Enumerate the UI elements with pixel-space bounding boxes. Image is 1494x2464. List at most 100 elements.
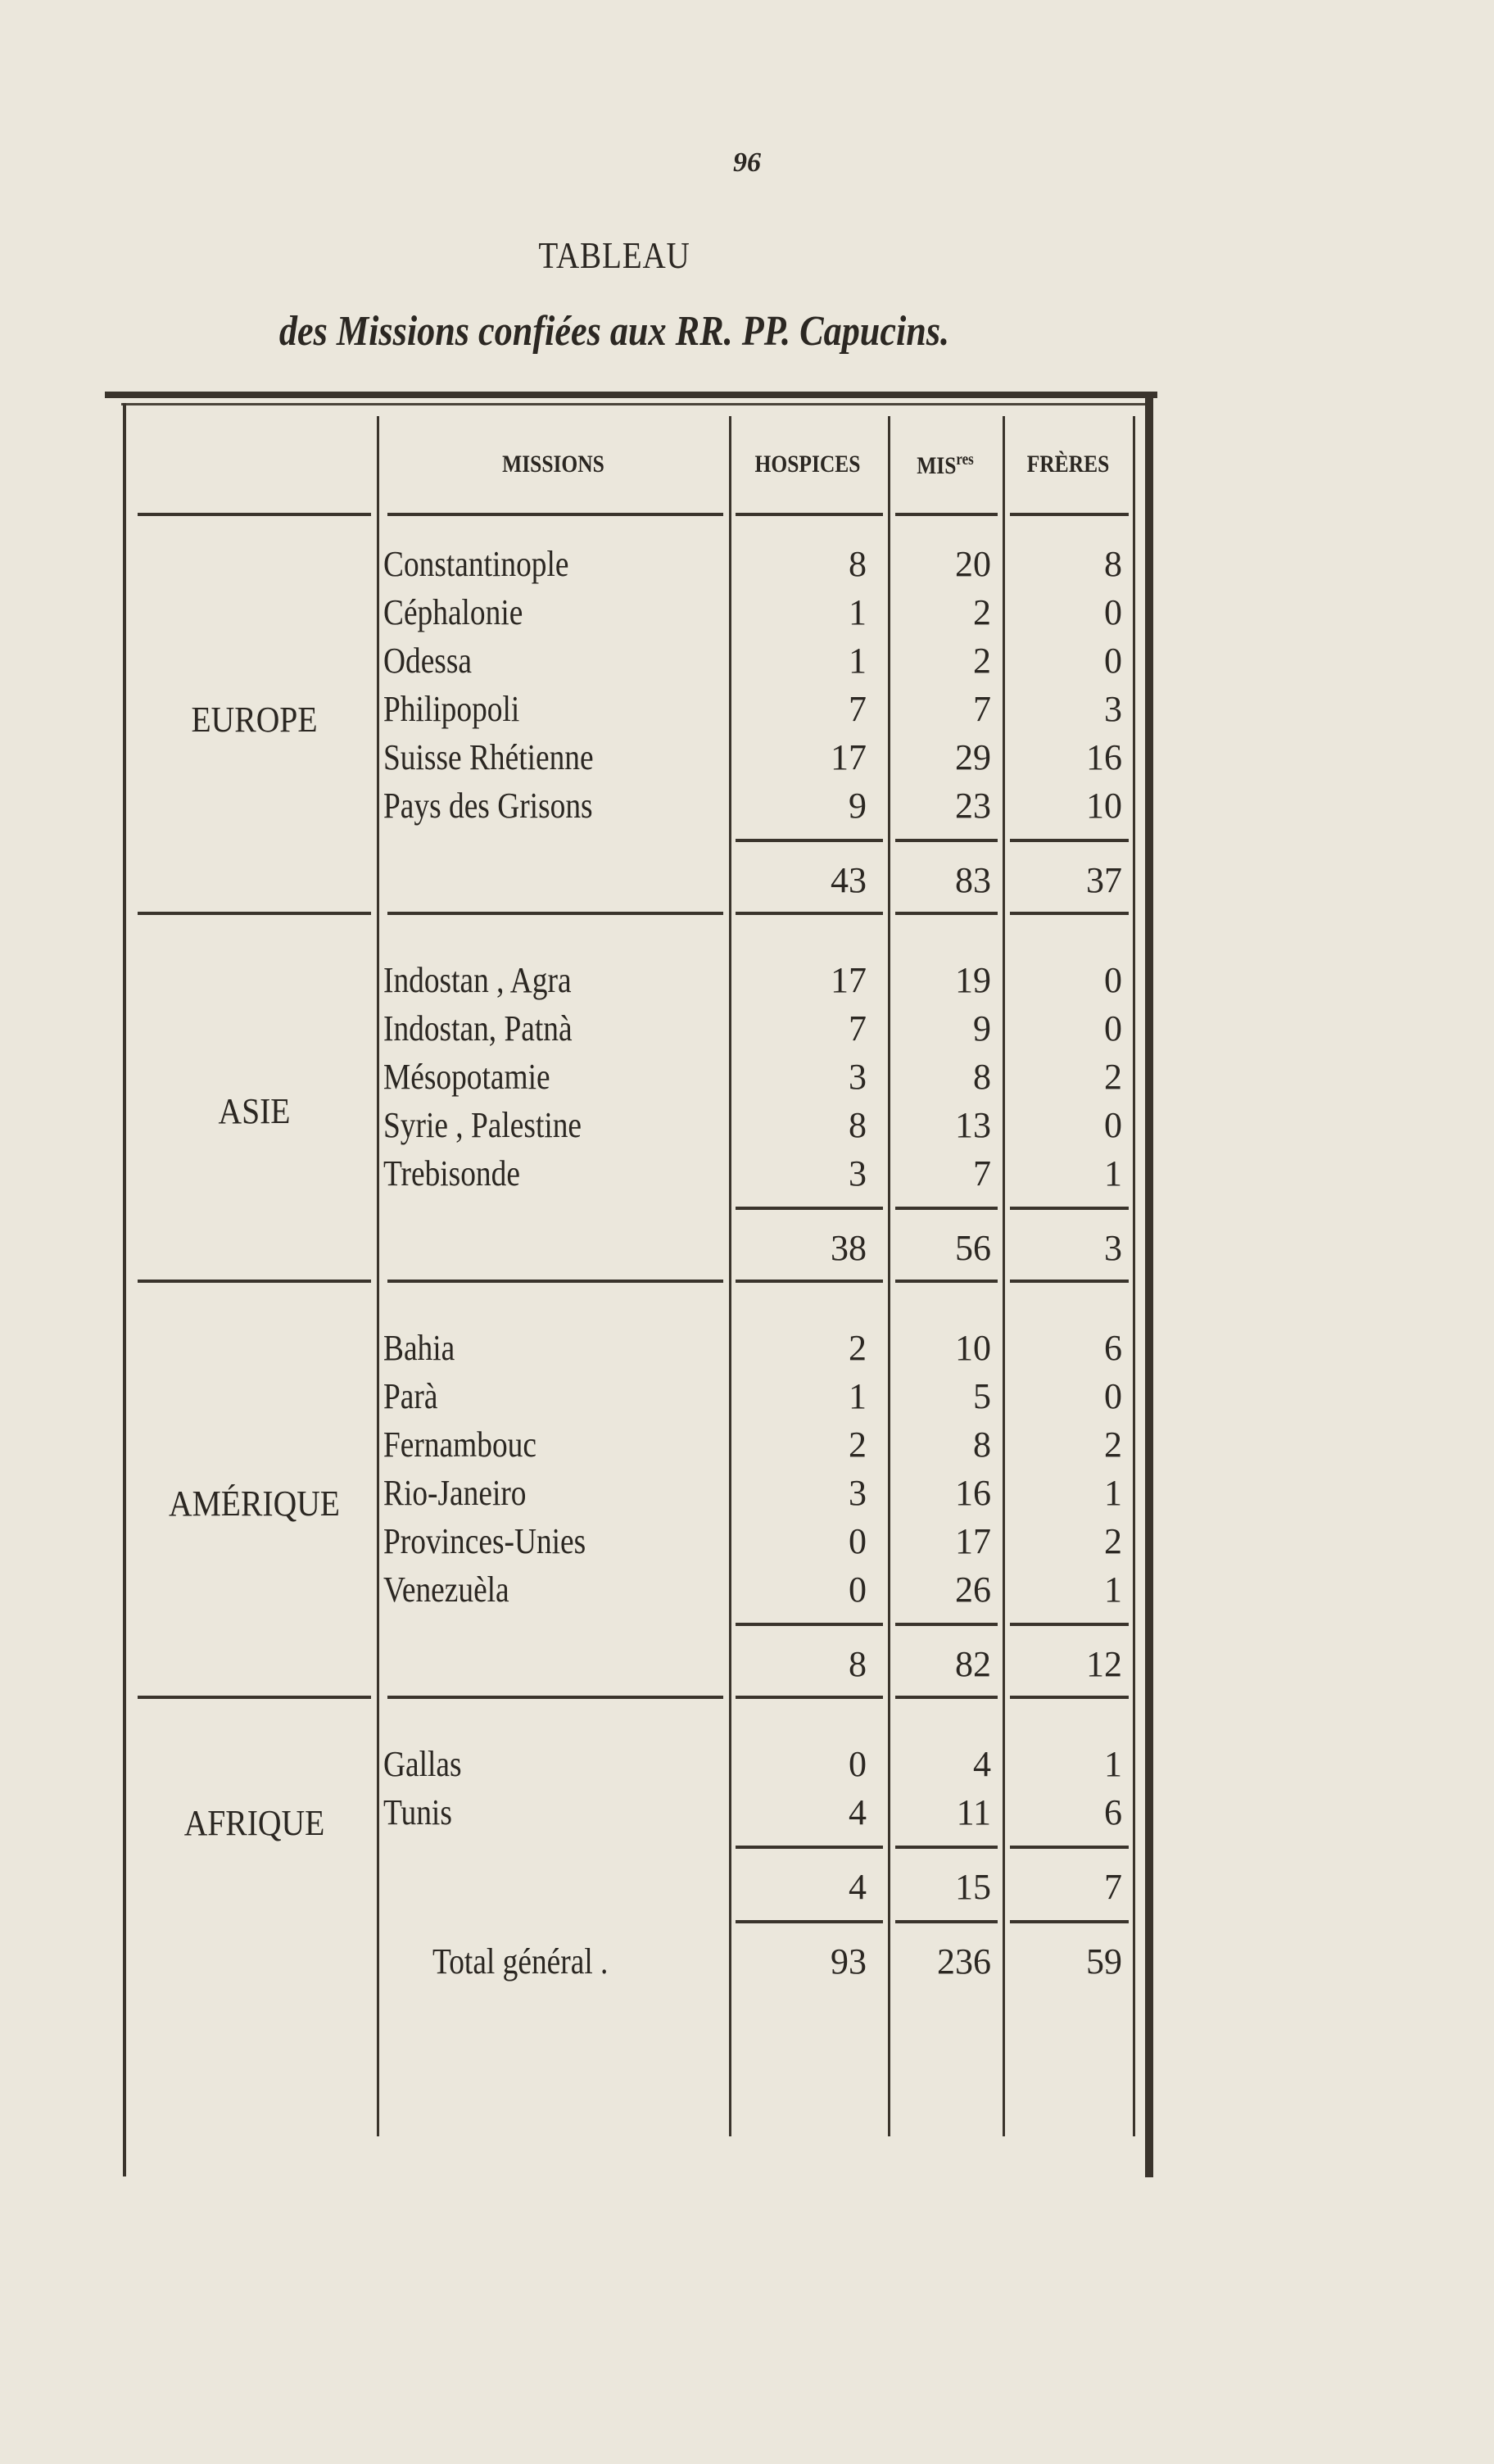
table-row-hospices: 17: [831, 737, 867, 777]
table-row-freres: 6: [1104, 1792, 1122, 1832]
table-row-freres: 2: [1104, 1057, 1122, 1097]
column-divider: [1133, 416, 1135, 2136]
table-row-hospices: 3: [849, 1473, 867, 1513]
subtotal-freres: 3: [1104, 1228, 1122, 1268]
section-rule: [895, 1696, 998, 1699]
header-missionnaires-sup: res: [956, 451, 974, 469]
table-row-missionnaires: 2: [973, 641, 991, 681]
table-row-freres: 2: [1104, 1424, 1122, 1465]
table-row-freres: 0: [1104, 1008, 1122, 1049]
table-row-hospices: 0: [849, 1744, 867, 1784]
table-row-missionnaires: 23: [955, 786, 991, 826]
subtotal-rule: [1010, 1207, 1129, 1210]
section-rule: [736, 1280, 883, 1283]
table-row-freres: 6: [1104, 1328, 1122, 1368]
total-hospices: 93: [831, 1941, 867, 1982]
subtotal-hospices: 8: [849, 1644, 867, 1684]
subtotal-missionnaires: 83: [955, 860, 991, 900]
table-row-freres: 8: [1104, 544, 1122, 584]
section-rule: [1010, 1696, 1129, 1699]
mission-name: Indostan, Patnà: [383, 1008, 573, 1049]
mission-name: Constantinople: [383, 544, 569, 584]
column-divider: [888, 416, 890, 2136]
table-row-missionnaires: 16: [955, 1473, 991, 1513]
table-row-missionnaires: 7: [973, 1153, 991, 1194]
table-row-missionnaires: 26: [955, 1569, 991, 1610]
table-row-missionnaires: 8: [973, 1424, 991, 1465]
table-row-missionnaires: 13: [955, 1105, 991, 1145]
table-row-hospices: 17: [831, 960, 867, 1000]
page-number: 96: [733, 147, 761, 178]
total-freres: 59: [1086, 1941, 1122, 1982]
table-row-missionnaires: 11: [956, 1792, 991, 1832]
table-row-freres: 1: [1104, 1473, 1122, 1513]
table-row-missionnaires: 5: [973, 1376, 991, 1416]
table-row-freres: 1: [1104, 1744, 1122, 1784]
subtotal-rule: [1010, 1846, 1129, 1849]
header-missionnaires-label: MIS: [917, 452, 957, 479]
table-row-hospices: 0: [849, 1569, 867, 1610]
table-row-freres: 2: [1104, 1521, 1122, 1561]
table-row-freres: 0: [1104, 592, 1122, 632]
column-divider: [377, 416, 379, 2136]
table-row-freres: 10: [1086, 786, 1122, 826]
table-row-freres: 0: [1104, 1105, 1122, 1145]
section-rule: [736, 1696, 883, 1699]
table-right-border: [1145, 392, 1153, 2177]
mission-name: Philipopoli: [383, 689, 520, 729]
subtotal-rule: [895, 1623, 998, 1626]
subtotal-missionnaires: 56: [955, 1228, 991, 1268]
table-row-freres: 1: [1104, 1569, 1122, 1610]
table-row-missionnaires: 2: [973, 592, 991, 632]
table-row-missionnaires: 8: [973, 1057, 991, 1097]
page-subtitle: des Missions confiées aux RR. PP. Capuci…: [278, 308, 950, 355]
subtotal-rule: [1010, 839, 1129, 842]
section-rule: [387, 513, 723, 516]
subtotal-freres: 7: [1104, 1867, 1122, 1907]
header-missionnaires: MISres: [896, 451, 995, 480]
table-top-border: [105, 392, 1157, 398]
section-rule: [1010, 912, 1129, 915]
subtotal-rule: [1010, 1623, 1129, 1626]
table-row-missionnaires: 7: [973, 689, 991, 729]
mission-name: Provinces-Unies: [383, 1521, 586, 1561]
subtotal-freres: 37: [1086, 860, 1122, 900]
table-row-hospices: 2: [849, 1424, 867, 1465]
section-rule: [387, 1280, 723, 1283]
subtotal-hospices: 4: [849, 1867, 867, 1907]
table-row-hospices: 7: [849, 689, 867, 729]
column-divider: [1003, 416, 1005, 2136]
header-freres: FRÈRES: [1026, 451, 1110, 478]
region-label: AMÉRIQUE: [169, 1483, 340, 1524]
mission-name: Tunis: [383, 1792, 452, 1832]
mission-name: Pays des Grisons: [383, 786, 593, 826]
subtotal-missionnaires: 82: [955, 1644, 991, 1684]
section-rule: [387, 1696, 723, 1699]
column-divider: [729, 416, 731, 2136]
subtotal-missionnaires: 15: [955, 1867, 991, 1907]
mission-name: Fernambouc: [383, 1424, 536, 1465]
mission-name: Gallas: [383, 1744, 462, 1784]
mission-name: Odessa: [383, 641, 473, 681]
table-row-hospices: 0: [849, 1521, 867, 1561]
mission-name: Indostan , Agra: [383, 960, 572, 1000]
subtotal-rule: [736, 1846, 883, 1849]
mission-name: Céphalonie: [383, 592, 523, 632]
section-rule: [138, 912, 371, 915]
table-row-freres: 1: [1104, 1153, 1122, 1194]
table-row-missionnaires: 17: [955, 1521, 991, 1561]
mission-name: Trebisonde: [383, 1153, 520, 1194]
table-row-missionnaires: 20: [955, 544, 991, 584]
subtotal-hospices: 43: [831, 860, 867, 900]
total-rule: [736, 1920, 883, 1923]
mission-name: Rio-Janeiro: [383, 1473, 527, 1513]
section-rule: [138, 513, 371, 516]
subtotal-rule: [736, 1207, 883, 1210]
mission-name: Venezuèla: [383, 1569, 509, 1610]
table-row-hospices: 7: [849, 1008, 867, 1049]
subtotal-freres: 12: [1086, 1644, 1122, 1684]
header-missions: MISSIONS: [502, 451, 604, 478]
region-label: AFRIQUE: [183, 1802, 325, 1843]
table-row-missionnaires: 19: [955, 960, 991, 1000]
section-rule: [387, 912, 723, 915]
